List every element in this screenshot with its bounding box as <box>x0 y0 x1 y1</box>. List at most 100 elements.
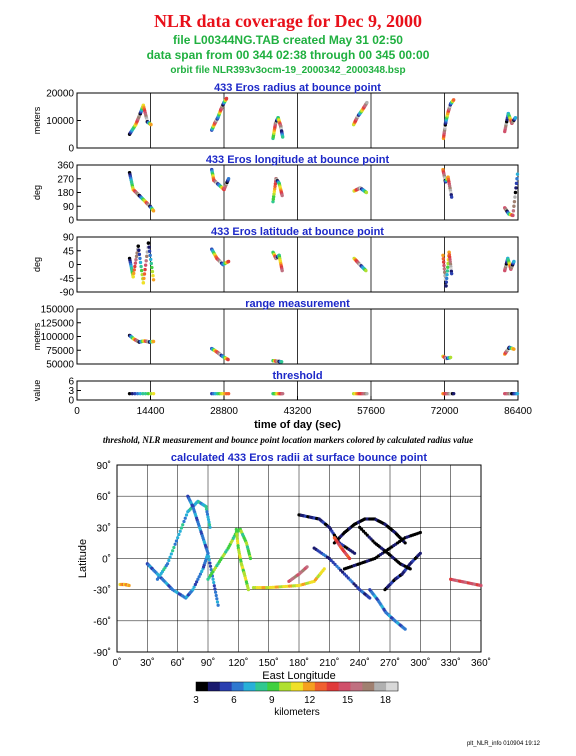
data-segment <box>210 247 231 267</box>
x-tick-label: 86400 <box>504 406 532 417</box>
data-point <box>445 272 449 277</box>
bounce-track <box>145 551 210 600</box>
bounce-point <box>305 565 309 569</box>
bounce-point <box>236 541 240 546</box>
data-point <box>138 256 142 261</box>
panel-title: range measurement <box>245 298 350 310</box>
y-tick-label: 90˚ <box>97 460 111 472</box>
data-point <box>280 268 284 273</box>
data-point <box>365 391 369 396</box>
bounce-track <box>368 588 407 631</box>
bounce-point <box>205 510 209 514</box>
data-point <box>151 339 156 344</box>
colorbar-tick-label: 3 <box>193 695 199 706</box>
bounce-point <box>207 523 212 527</box>
data-point <box>143 267 147 272</box>
y-axis-label: Latitude <box>77 539 89 578</box>
x-tick-label: 28800 <box>210 406 238 417</box>
x-tick-label: 60˚ <box>170 657 184 669</box>
panel-title: 433 Eros latitude at bounce point <box>211 226 384 238</box>
data-segment <box>441 354 453 361</box>
bounce-point <box>192 585 196 589</box>
bounce-point <box>181 523 185 527</box>
data-segment <box>503 391 520 396</box>
y-axis-label: value <box>32 380 42 402</box>
data-point <box>272 192 276 196</box>
data-segment <box>127 103 153 136</box>
data-segment <box>210 167 231 192</box>
data-point <box>142 276 146 281</box>
data-point <box>141 391 145 396</box>
data-point <box>151 209 156 213</box>
y-tick-label: 90 <box>63 233 75 244</box>
data-point <box>451 391 456 396</box>
panel-2: 433 Eros longitude at bounce point deg 0 90… <box>32 154 520 227</box>
y-tick-label: 0 <box>68 144 74 155</box>
bounce-track <box>332 517 407 545</box>
data-segment <box>351 100 369 127</box>
x-tick-label: 90˚ <box>201 657 215 669</box>
data-segment <box>271 116 285 141</box>
bounce-point <box>196 577 200 581</box>
colorbar-label: kilometers <box>274 707 320 718</box>
x-axis-label: East Longitude <box>262 670 335 682</box>
data-segment <box>503 111 518 134</box>
data-point <box>149 261 153 266</box>
y-axis-label: deg <box>32 185 42 200</box>
bounce-point <box>200 569 204 574</box>
orbit-line: orbit file NLR393v3ocm-19_2000342_200034… <box>170 65 405 76</box>
data-point <box>273 187 277 191</box>
data-point <box>224 96 229 101</box>
bounce-point <box>195 580 199 584</box>
data-point <box>151 274 155 278</box>
data-point <box>148 253 152 258</box>
data-point <box>444 280 449 284</box>
bounce-point <box>214 593 218 598</box>
data-point <box>143 263 148 267</box>
data-point <box>149 391 153 396</box>
bounce-point <box>235 539 240 543</box>
panel-title: 433 Eros longitude at bounce point <box>206 154 390 166</box>
data-point <box>136 244 140 248</box>
data-point <box>139 268 144 273</box>
data-segment <box>441 98 456 141</box>
data-point <box>512 259 516 264</box>
data-point <box>149 257 153 262</box>
data-point <box>512 199 517 204</box>
bounce-point <box>171 549 175 553</box>
bounce-point <box>172 545 176 550</box>
file-line: file L00344NG.TAB created May 31 02:50 <box>173 33 403 47</box>
data-segment <box>503 256 516 273</box>
y-tick-label: 0 <box>68 216 74 227</box>
data-point <box>134 254 139 259</box>
x-tick-label: 0˚ <box>113 657 122 669</box>
data-segment <box>210 391 231 396</box>
bounce-point <box>418 530 422 535</box>
data-point <box>271 197 276 201</box>
data-point <box>133 261 138 265</box>
bounce-point <box>206 517 211 522</box>
data-segment <box>271 177 284 204</box>
data-point <box>226 177 231 181</box>
data-point <box>449 195 454 199</box>
data-segment <box>127 170 156 213</box>
panel-3: 433 Eros latitude at bounce point deg -90 -… <box>32 226 519 299</box>
colorbar-tick-label: 6 <box>231 695 237 706</box>
data-segment <box>352 186 369 195</box>
y-tick-label: 125000 <box>41 318 75 329</box>
colorbar-tick-label: 18 <box>380 695 392 706</box>
data-point <box>144 259 148 263</box>
data-point <box>132 268 136 272</box>
colorbar-tick-label: 9 <box>269 695 275 706</box>
data-point <box>515 172 520 176</box>
colorbar-swatch <box>231 682 245 691</box>
colorbar-swatch <box>219 682 233 691</box>
bounce-point <box>197 575 201 579</box>
map-frame <box>116 464 482 653</box>
colorbar-frame <box>195 681 399 692</box>
bounce-point <box>234 527 238 532</box>
data-point <box>442 270 447 275</box>
time-series-panels: 433 Eros radius at bounce point meters 0 10… <box>32 82 532 431</box>
y-axis-label: meters <box>32 322 42 350</box>
x-tick-label: 180˚ <box>289 657 309 669</box>
